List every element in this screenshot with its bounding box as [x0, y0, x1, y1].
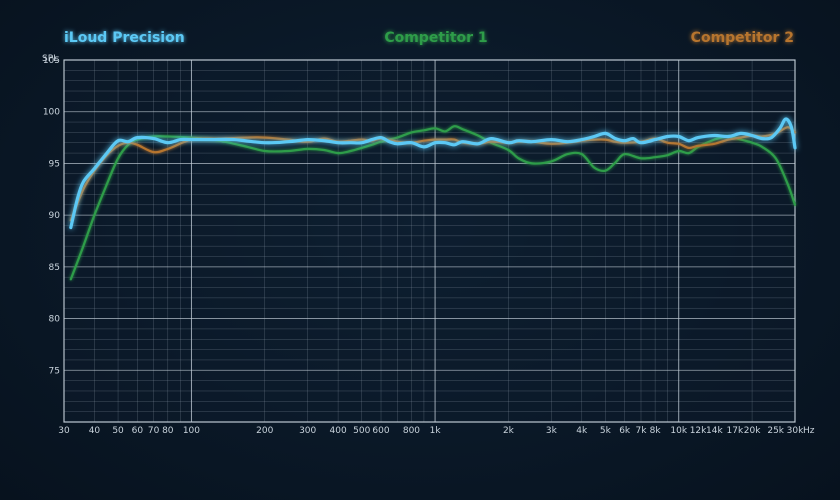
grid-major [63, 59, 796, 423]
x-axis-unit: Hz [803, 426, 815, 436]
x-tick-label: 80 [162, 426, 174, 436]
legend-iloud-precision: iLoud Precision [64, 30, 185, 46]
y-tick-label: 75 [49, 366, 60, 376]
x-tick-label: 40 [89, 426, 101, 436]
x-tick-label: 10k [670, 426, 687, 436]
x-tick-label: 800 [403, 426, 420, 436]
y-tick-label: 85 [49, 263, 60, 273]
x-tick-label: 60 [132, 426, 144, 436]
x-tick-label: 12k [690, 426, 707, 436]
x-tick-label: 2k [503, 426, 515, 436]
legend-competitor-2: Competitor 2 [691, 30, 794, 46]
x-tick-label: 70 [148, 426, 160, 436]
y-tick-label: 80 [49, 315, 61, 325]
x-tick-label: 25k [767, 426, 784, 436]
x-tick-label: 30 [58, 426, 70, 436]
x-tick-label: 400 [330, 426, 347, 436]
series-line-competitor-1 [69, 125, 797, 281]
x-tick-label: 100 [183, 426, 200, 436]
grid-minor [63, 60, 796, 422]
legend-competitor-1: Competitor 1 [384, 30, 487, 46]
x-tick-label: 3k [546, 426, 558, 436]
x-tick-label: 6k [619, 426, 631, 436]
x-tick-label: 14k [706, 426, 723, 436]
y-axis-ticks: 75 80 85 90 95 100 105 [43, 56, 60, 376]
y-tick-label: 90 [49, 211, 61, 221]
y-tick-label: 105 [43, 56, 60, 66]
x-axis-ticks: 30 40 50 60 70 80 100 200 300 400 500 600 800 1k 2k 3k 4… [58, 426, 804, 436]
y-axis-label: SPL [42, 54, 58, 64]
series-line-iloud-precision [69, 117, 797, 230]
x-tick-label: 4k [576, 426, 588, 436]
series-layer [69, 117, 797, 281]
x-tick-label: 600 [372, 426, 389, 436]
x-tick-label: 300 [299, 426, 316, 436]
y-tick-label: 95 [49, 159, 60, 169]
y-tick-label: 100 [43, 108, 60, 118]
x-tick-label: 7k [636, 426, 648, 436]
legend: iLoud Precision Competitor 1 Competitor … [64, 30, 794, 46]
x-tick-label: 1k [430, 426, 442, 436]
x-tick-label: 17k [727, 426, 744, 436]
plot-area-background [64, 60, 795, 422]
plot-frame [63, 59, 796, 423]
x-tick-label: 8k [650, 426, 662, 436]
x-tick-label: 50 [112, 426, 124, 436]
x-tick-label: 20k [744, 426, 761, 436]
x-tick-label: 30k [787, 426, 804, 436]
x-tick-label: 5k [600, 426, 612, 436]
x-tick-label: 200 [256, 426, 273, 436]
x-tick-label: 500 [353, 426, 370, 436]
